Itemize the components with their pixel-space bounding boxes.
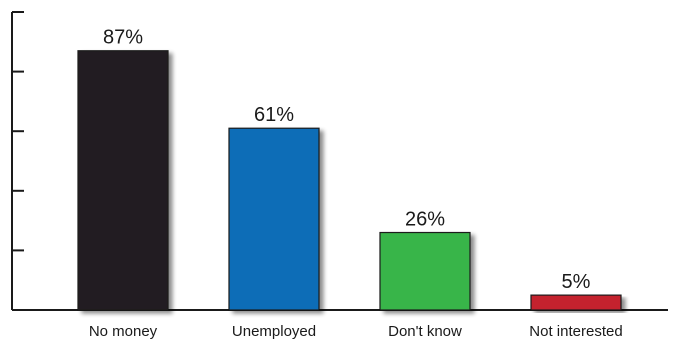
bar-value-label-1: 61% [254, 104, 294, 126]
bar-3 [530, 294, 622, 311]
category-label-1: Unemployed [232, 323, 316, 340]
category-label-0: No money [89, 323, 158, 340]
bar-value-label-3: 5% [562, 271, 591, 293]
labels: 87% No money 61% Unemployed 26% Don't know 5% N… [89, 27, 623, 340]
bar-value-label-2: 26% [405, 209, 445, 231]
bar-1 [228, 127, 320, 311]
bar-2 [379, 231, 471, 311]
bars [77, 50, 622, 311]
bar-value-label-0: 87% [103, 27, 143, 49]
category-label-3: Not interested [529, 323, 622, 340]
category-label-2: Don't know [388, 323, 462, 340]
bar-0 [77, 50, 169, 311]
